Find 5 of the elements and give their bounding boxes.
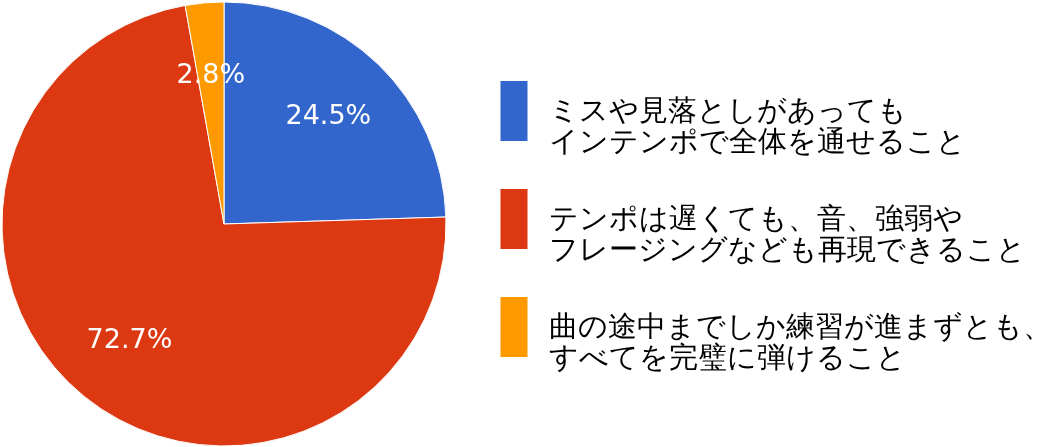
legend-label: ミスや見落としがあってもインテンポで全体を通せること bbox=[549, 93, 966, 158]
data-label: 24.5% bbox=[285, 99, 372, 131]
legend-label: 曲の途中までしか練習が進まずとも、すべてを完璧に弾けること bbox=[549, 309, 1052, 374]
legend-label: テンポは遅くても、音、強弱やフレージングなども再現できること bbox=[549, 201, 1026, 266]
data-label: 72.7% bbox=[86, 323, 173, 355]
